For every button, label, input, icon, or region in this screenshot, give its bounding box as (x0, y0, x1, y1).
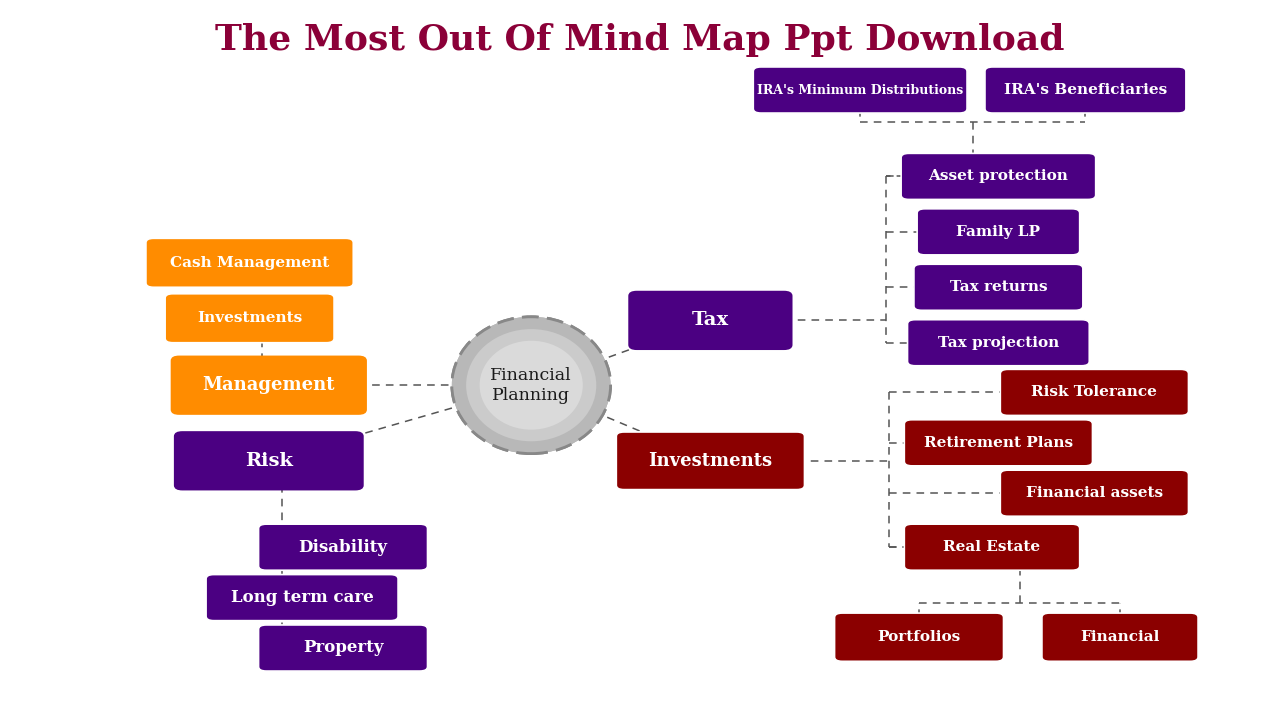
Text: Property: Property (303, 639, 383, 657)
FancyBboxPatch shape (172, 356, 366, 414)
Text: Management: Management (202, 376, 335, 395)
Text: Retirement Plans: Retirement Plans (924, 436, 1073, 450)
Text: Portfolios: Portfolios (877, 630, 961, 644)
Ellipse shape (480, 341, 582, 430)
FancyBboxPatch shape (259, 625, 428, 671)
FancyBboxPatch shape (146, 238, 353, 287)
FancyBboxPatch shape (174, 432, 364, 490)
Text: Cash Management: Cash Management (170, 256, 329, 270)
Text: Family LP: Family LP (956, 225, 1041, 239)
FancyBboxPatch shape (905, 420, 1093, 466)
FancyBboxPatch shape (1042, 613, 1198, 661)
FancyBboxPatch shape (165, 294, 334, 343)
Text: Tax returns: Tax returns (950, 280, 1047, 294)
Text: Financial assets: Financial assets (1025, 486, 1164, 500)
Text: Asset protection: Asset protection (928, 169, 1069, 184)
FancyBboxPatch shape (1001, 369, 1189, 415)
Text: Investments: Investments (649, 452, 772, 470)
Ellipse shape (452, 317, 611, 454)
FancyBboxPatch shape (835, 613, 1004, 661)
FancyBboxPatch shape (901, 153, 1096, 199)
FancyBboxPatch shape (914, 264, 1083, 310)
Text: Financial
Planning: Financial Planning (490, 367, 572, 403)
FancyBboxPatch shape (908, 320, 1089, 366)
Text: Tax: Tax (691, 311, 730, 329)
FancyBboxPatch shape (1001, 470, 1189, 516)
FancyBboxPatch shape (905, 524, 1080, 570)
Text: Risk: Risk (244, 452, 293, 470)
Text: Financial
Planning: Financial Planning (490, 367, 572, 403)
Text: The Most Out Of Mind Map Ppt Download: The Most Out Of Mind Map Ppt Download (215, 22, 1065, 57)
Text: Real Estate: Real Estate (943, 540, 1041, 554)
Text: IRA's Beneficiaries: IRA's Beneficiaries (1004, 83, 1167, 97)
FancyBboxPatch shape (630, 292, 791, 349)
FancyBboxPatch shape (986, 67, 1187, 113)
Ellipse shape (466, 329, 596, 441)
Text: Investments: Investments (197, 311, 302, 325)
Text: Long term care: Long term care (230, 589, 374, 606)
Text: Risk Tolerance: Risk Tolerance (1032, 385, 1157, 400)
Text: IRA's Minimum Distributions: IRA's Minimum Distributions (756, 84, 964, 96)
FancyBboxPatch shape (206, 575, 398, 621)
Text: Tax projection: Tax projection (938, 336, 1059, 350)
FancyBboxPatch shape (617, 432, 805, 490)
Ellipse shape (466, 329, 596, 441)
Ellipse shape (452, 317, 611, 454)
Text: Financial: Financial (1080, 630, 1160, 644)
FancyBboxPatch shape (916, 209, 1080, 255)
Text: Disability: Disability (298, 539, 388, 556)
FancyBboxPatch shape (753, 67, 968, 113)
FancyBboxPatch shape (259, 524, 428, 570)
Ellipse shape (480, 341, 582, 430)
